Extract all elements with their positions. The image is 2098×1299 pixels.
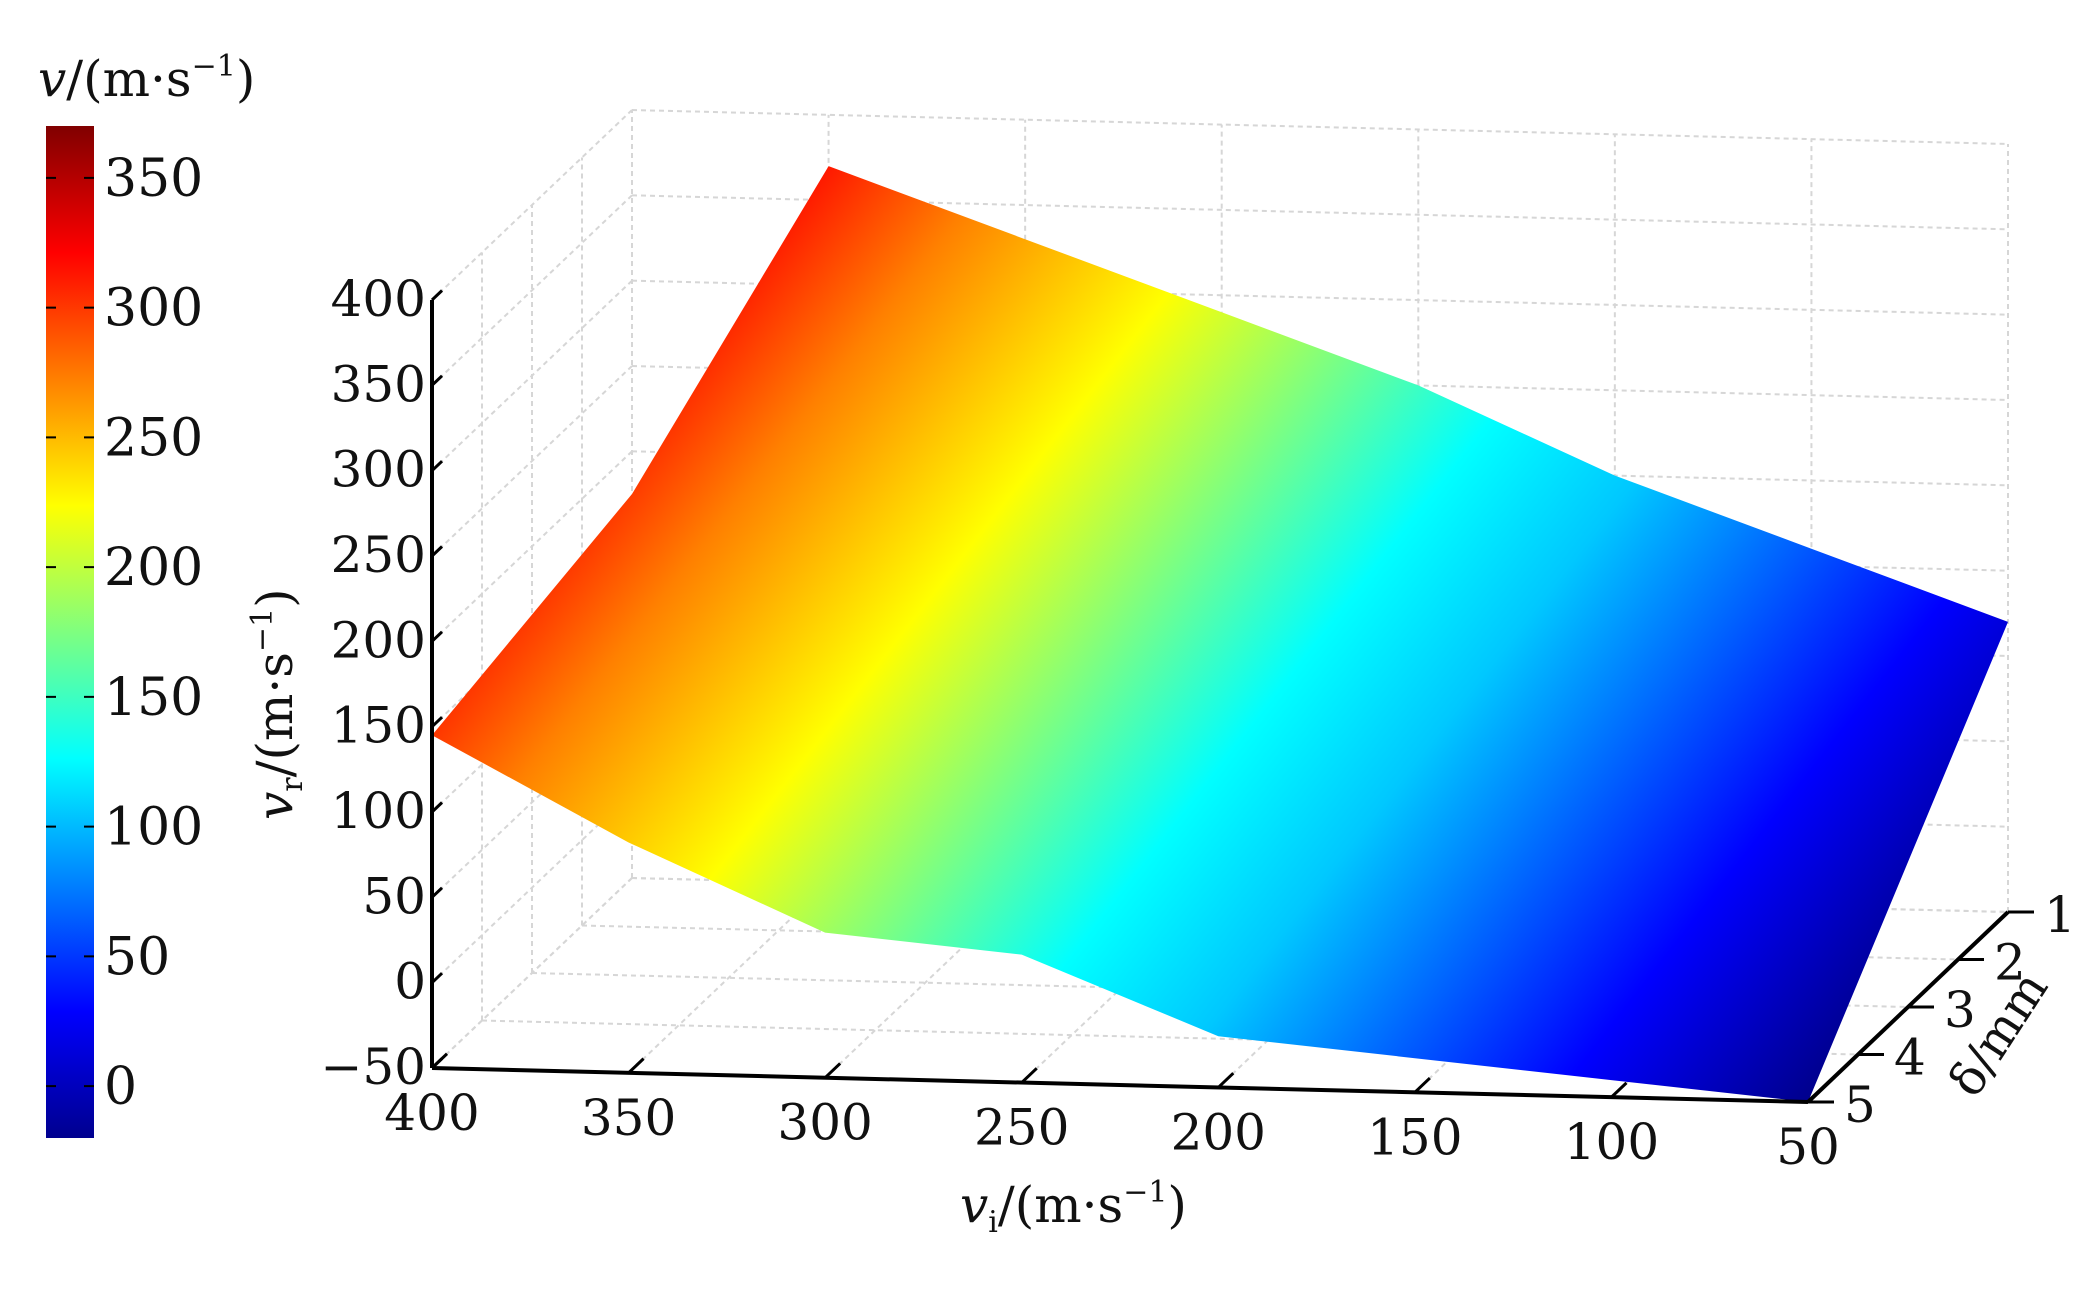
z-tick-mark-0 (430, 289, 444, 302)
side-grid-z-1 (431, 194, 633, 387)
x-tick-mark-4 (1217, 1072, 1235, 1089)
z-tick-mark-4 (430, 630, 444, 643)
z-tick-mark-7 (430, 886, 444, 899)
colorbar-tick-label-7: 0 (104, 1057, 137, 1117)
y-tick-label-1: 2 (1994, 934, 2026, 992)
colorbar-tick-label-1: 300 (104, 279, 203, 339)
y-tick-label-3: 4 (1894, 1029, 1926, 1087)
z-tick-label-6: 100 (331, 782, 426, 840)
colorbar-tick-label-4: 150 (104, 668, 203, 728)
x-axis-label: vi/(m·s−1) (960, 1175, 1187, 1240)
grid-line-z-0 (631, 109, 2009, 145)
colorbar-ticks: 350 300 250 200 150 100 50 0 (46, 149, 203, 1117)
x-tick-label-5: 150 (1367, 1108, 1462, 1166)
colorbar-tick-label-0: 350 (104, 149, 203, 209)
y-tick-label-2: 3 (1944, 981, 1976, 1039)
x-tick-mark-5 (1413, 1076, 1431, 1094)
colorbar-tick-label-5: 100 (104, 798, 203, 858)
x-tick-mark-1 (627, 1057, 645, 1074)
x-axis-ticks: 400 350 300 250 200 150 100 50 (384, 1052, 1840, 1176)
colorbar-title: v/(m·s−1) (38, 49, 255, 108)
z-tick-mark-9 (430, 1057, 444, 1070)
x-tick-mark-2 (824, 1062, 842, 1079)
z-tick-mark-6 (430, 801, 444, 814)
x-tick-label-2: 300 (777, 1094, 872, 1152)
x-tick-label-3: 250 (974, 1099, 1069, 1157)
z-tick-mark-8 (430, 972, 444, 984)
colorbar-tick-label-6: 50 (104, 927, 170, 987)
y-tick-label-4: 5 (1844, 1076, 1876, 1134)
side-grid-z-3 (431, 365, 633, 557)
z-tick-label-8: 0 (394, 953, 426, 1011)
z-tick-label-1: 350 (331, 355, 426, 413)
x-tick-label-4: 200 (1171, 1103, 1266, 1161)
z-tick-mark-3 (430, 545, 444, 558)
z-tick-label-2: 300 (331, 441, 426, 499)
z-tick-mark-2 (430, 460, 444, 472)
colorbar-tick-label-3: 200 (104, 538, 203, 598)
x-tick-label-6: 100 (1564, 1113, 1659, 1171)
z-tick-label-4: 200 (331, 611, 426, 669)
x-tick-mark-6 (1610, 1081, 1628, 1099)
z-tick-label-0: 400 (331, 270, 426, 328)
z-tick-label-7: 50 (362, 867, 426, 925)
x-tick-label-7: 50 (1776, 1118, 1840, 1176)
z-axis-label: vr/(m·s−1) (245, 588, 310, 820)
z-tick-label-5: 150 (331, 697, 426, 755)
colorbar (46, 126, 94, 1138)
x-tick-label-0: 400 (384, 1084, 479, 1142)
z-tick-mark-1 (430, 374, 444, 387)
z-tick-label-3: 250 (331, 526, 426, 584)
x-axis-line (431, 1066, 1809, 1104)
z-tick-label-9: −50 (320, 1038, 426, 1096)
z-tick-mark-5 (430, 716, 444, 728)
x-tick-mark-7 (1806, 1086, 1825, 1104)
colorbar-tick-label-2: 250 (104, 408, 203, 468)
x-tick-label-1: 350 (581, 1089, 676, 1147)
z-axis-ticks: 400 350 300 250 200 150 100 50 0 −50 (320, 270, 444, 1096)
y-tick-label-0: 1 (2044, 886, 2076, 944)
x-tick-mark-3 (1020, 1067, 1038, 1084)
surface-plot (432, 166, 2008, 1103)
